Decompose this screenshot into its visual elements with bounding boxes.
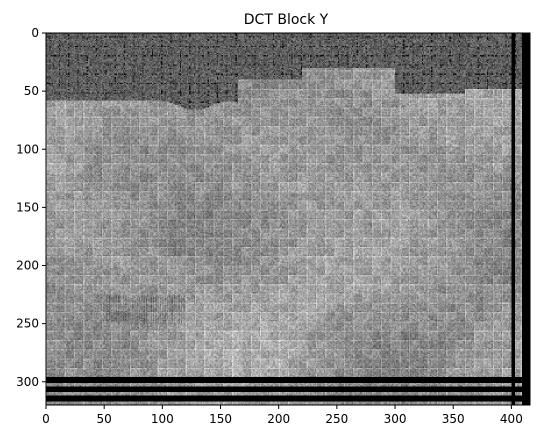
heatmap-raster — [46, 33, 530, 405]
x-tick-label: 0 — [42, 412, 50, 426]
x-tick-label: 50 — [97, 412, 112, 426]
x-tick-label: 100 — [151, 412, 174, 426]
x-tick-label: 150 — [209, 412, 232, 426]
x-tick-label: 400 — [500, 412, 523, 426]
x-tick-label: 300 — [384, 412, 407, 426]
x-axis: 0 50 100 150 200 250 300 350 400 — [42, 405, 523, 426]
y-tick-label: 200 — [16, 259, 39, 273]
y-tick-label: 100 — [16, 142, 39, 156]
x-tick-label: 250 — [325, 412, 348, 426]
plot-frame — [45, 32, 531, 406]
y-tick-label: 50 — [24, 84, 39, 98]
y-tick-label: 300 — [16, 375, 39, 389]
x-tick-label: 200 — [267, 412, 290, 426]
y-axis: 0 50 100 150 200 250 300 — [16, 26, 46, 389]
dct-heatmap-image — [46, 33, 530, 405]
y-tick-label: 250 — [16, 317, 39, 331]
x-tick-label: 350 — [442, 412, 465, 426]
y-tick-label: 150 — [16, 200, 39, 214]
y-tick-label: 0 — [31, 26, 39, 40]
chart-title: DCT Block Y — [244, 12, 329, 28]
